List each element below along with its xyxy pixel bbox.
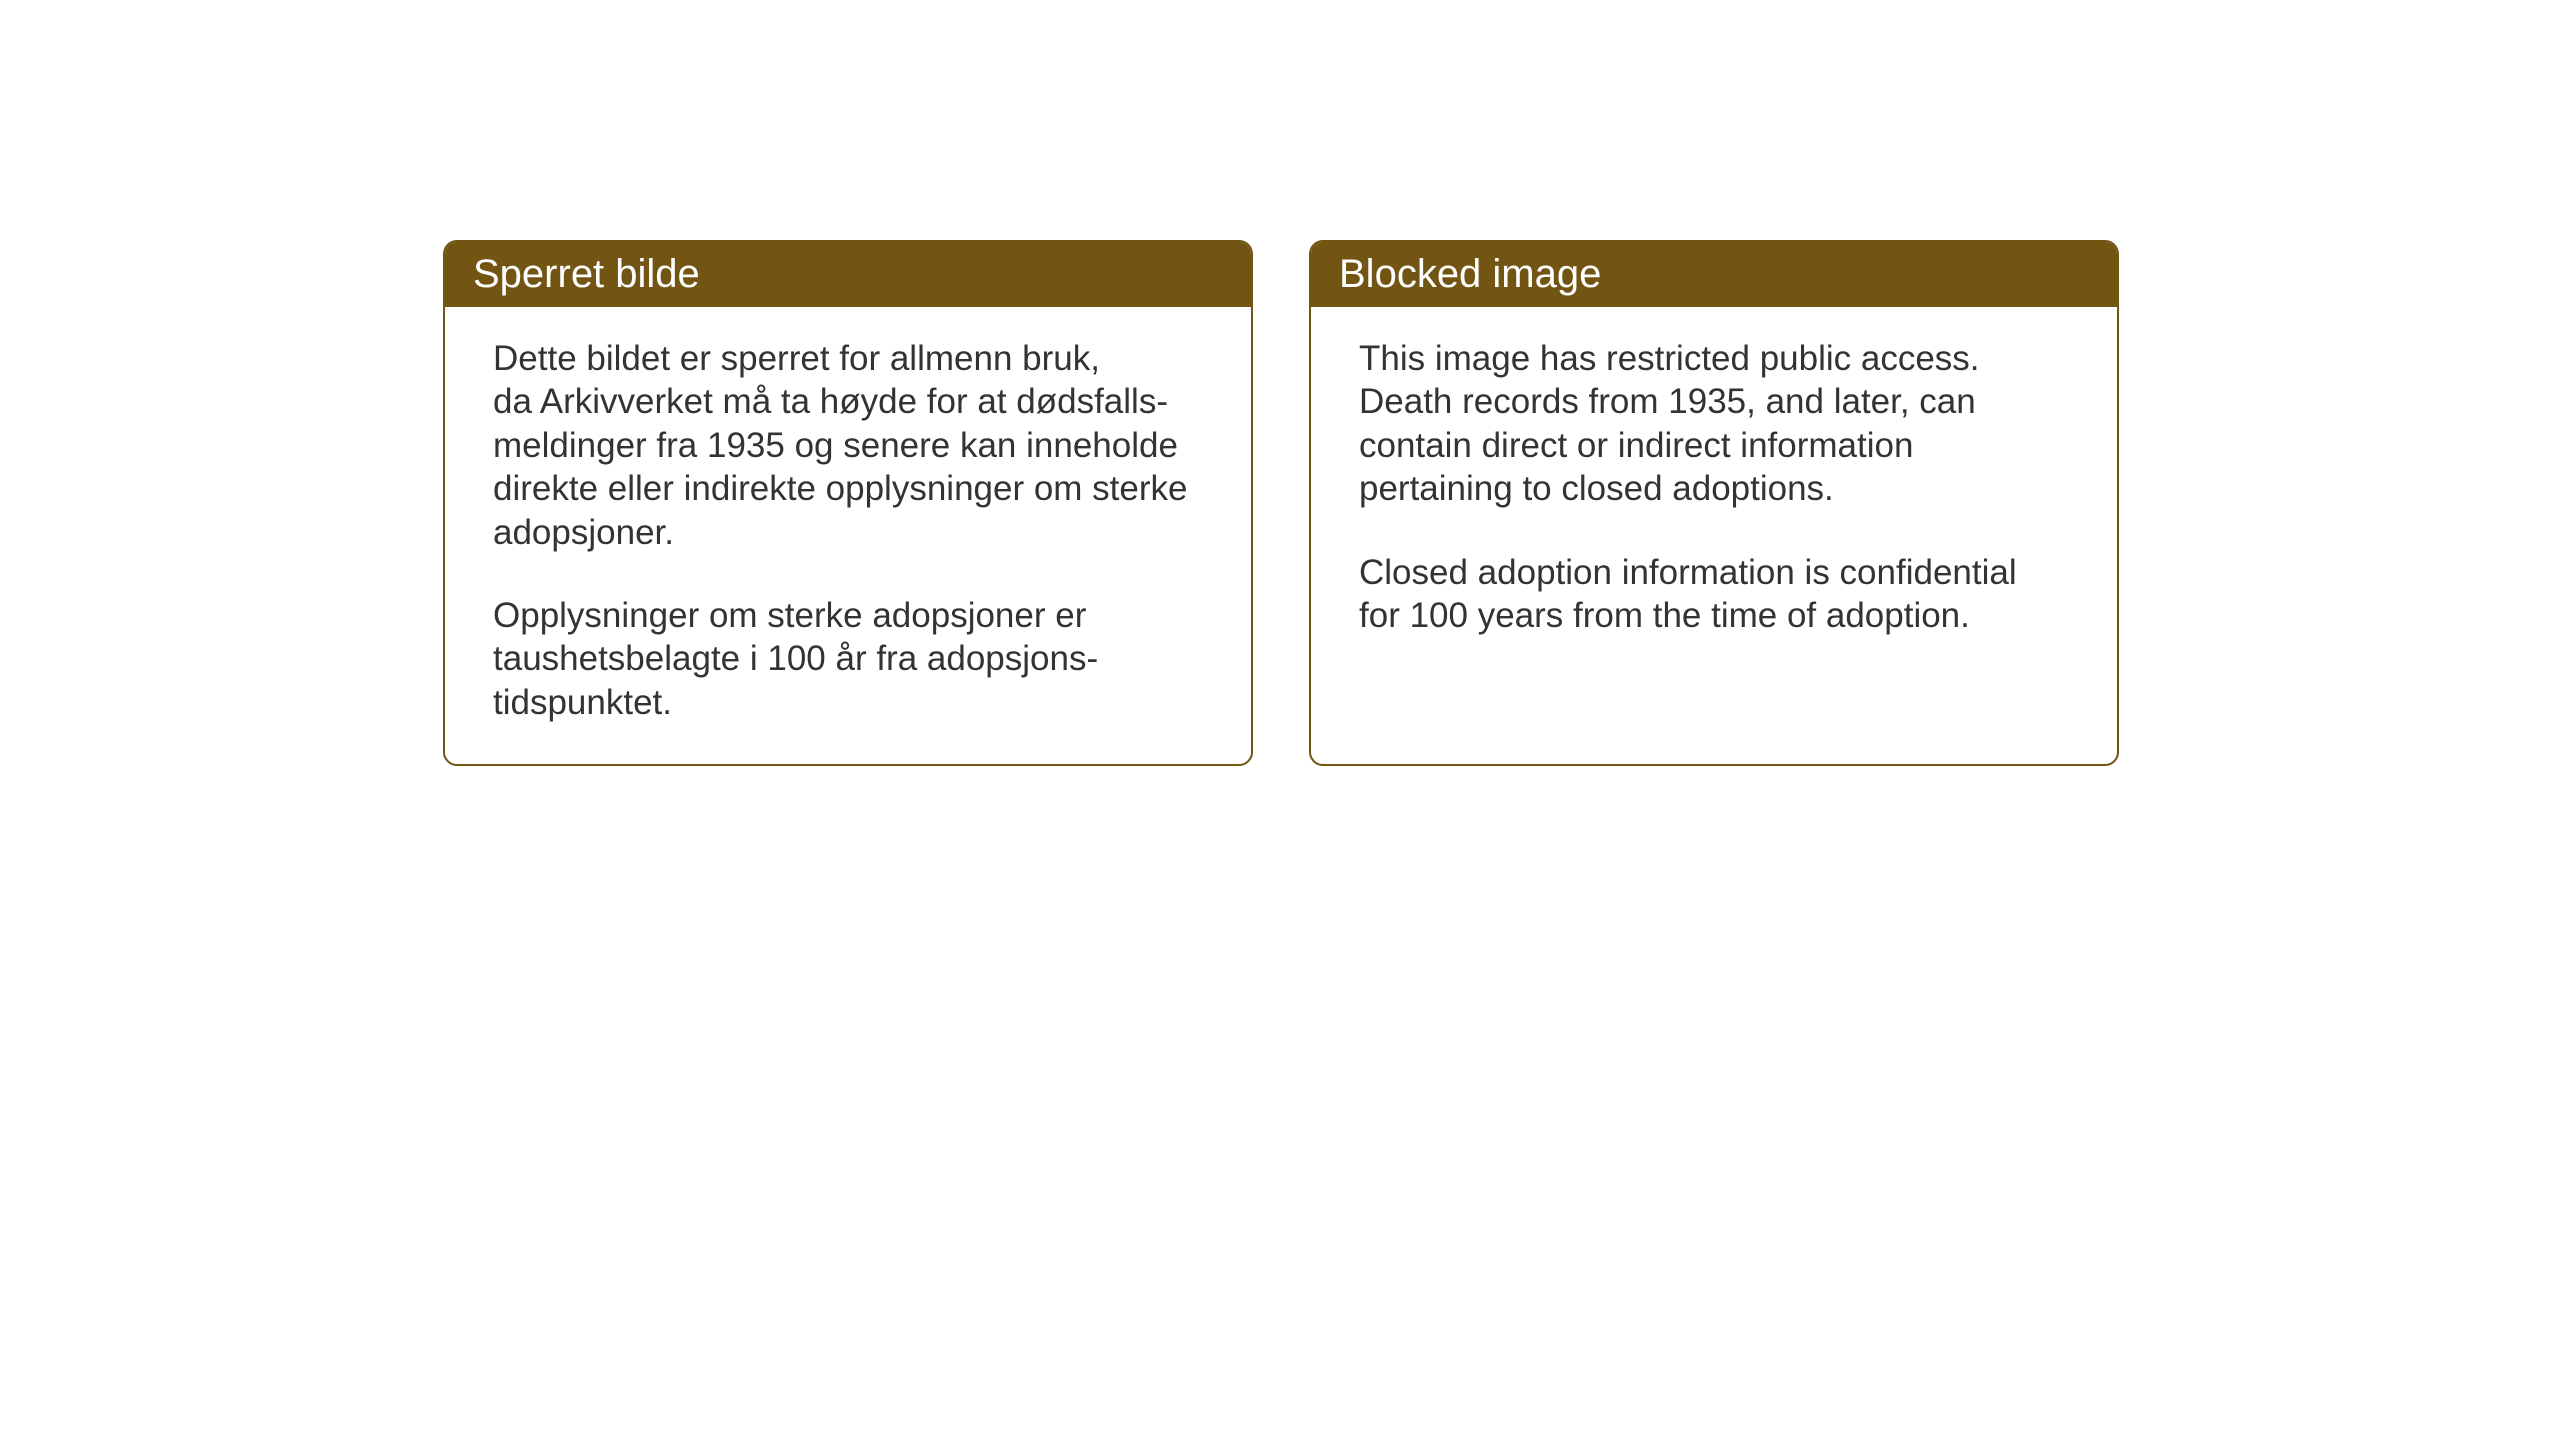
notice-paragraph: Closed adoption information is confident… bbox=[1359, 551, 2069, 638]
notice-container: Sperret bilde Dette bildet er sperret fo… bbox=[443, 240, 2119, 766]
notice-body-norwegian: Dette bildet er sperret for allmenn bruk… bbox=[445, 307, 1251, 764]
notice-title: Sperret bilde bbox=[473, 252, 700, 296]
notice-header-norwegian: Sperret bilde bbox=[445, 242, 1251, 307]
notice-paragraph: Dette bildet er sperret for allmenn bruk… bbox=[493, 337, 1203, 554]
notice-body-english: This image has restricted public access.… bbox=[1311, 307, 2117, 677]
notice-paragraph: This image has restricted public access.… bbox=[1359, 337, 2069, 511]
notice-header-english: Blocked image bbox=[1311, 242, 2117, 307]
notice-title: Blocked image bbox=[1339, 252, 1601, 296]
notice-card-norwegian: Sperret bilde Dette bildet er sperret fo… bbox=[443, 240, 1253, 766]
notice-card-english: Blocked image This image has restricted … bbox=[1309, 240, 2119, 766]
notice-paragraph: Opplysninger om sterke adopsjoner ertaus… bbox=[493, 594, 1203, 724]
